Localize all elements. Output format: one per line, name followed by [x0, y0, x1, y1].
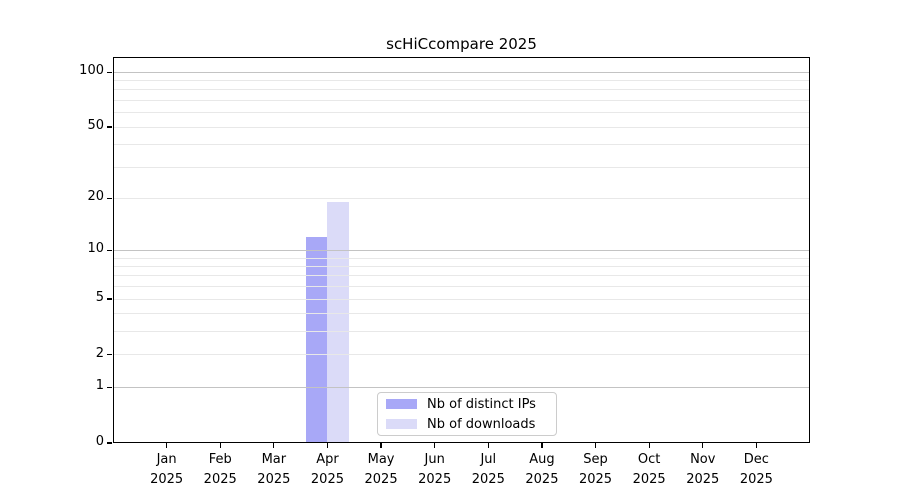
x-tick-year: 2025 [525, 472, 559, 487]
x-tick-month: Oct [637, 452, 661, 467]
x-tick-mark [434, 443, 436, 448]
y-tick-mark [107, 386, 112, 388]
gridline-minor [113, 265, 810, 267]
y-tick-label: 50 [87, 118, 104, 134]
legend: Nb of distinct IPs Nb of downloads [377, 392, 557, 436]
x-tick-mark [594, 443, 597, 448]
x-tick-label: Mar 2025 [242, 450, 306, 490]
x-tick-label: Jun 2025 [403, 450, 467, 490]
x-tick-month: Nov [690, 452, 716, 467]
x-tick-mark [165, 443, 168, 448]
gridline-minor [113, 313, 810, 315]
x-tick-year: 2025 [203, 472, 237, 487]
x-tick-label: Feb 2025 [188, 450, 252, 490]
legend-label-distinct-ips: Nb of distinct IPs [427, 396, 536, 412]
y-tick-label: 1 [95, 378, 104, 394]
x-tick-label: Dec 2025 [724, 450, 788, 490]
x-tick-year: 2025 [471, 472, 505, 487]
gridline-minor [113, 144, 810, 146]
gridline-minor [113, 257, 810, 259]
x-tick-label: May 2025 [349, 450, 413, 490]
legend-item-distinct-ips: Nb of distinct IPs [386, 395, 548, 413]
x-tick-month: Jul [480, 452, 497, 467]
x-tick-month: Aug [529, 452, 555, 467]
gridline-major [113, 71, 810, 73]
x-tick-mark [380, 443, 382, 448]
x-tick-label: Oct 2025 [617, 450, 681, 490]
x-tick-year: 2025 [310, 472, 344, 487]
y-tick-mark [107, 249, 112, 251]
x-tick-mark [541, 443, 543, 448]
y-tick-label: 5 [95, 290, 104, 306]
x-tick-month: Jan [156, 452, 177, 467]
x-tick-mark [755, 443, 758, 448]
legend-swatch-distinct-ips [386, 399, 417, 409]
chart-title: scHiCcompare 2025 [386, 35, 537, 53]
gridline-minor [113, 112, 810, 114]
gridline-major [113, 386, 810, 388]
legend-swatch-downloads [386, 419, 417, 429]
gridline-minor [113, 354, 810, 356]
x-tick-label: Aug 2025 [510, 450, 574, 490]
x-tick-mark [648, 443, 650, 448]
x-tick-month: Apr [316, 452, 339, 467]
y-tick-mark [107, 197, 112, 200]
x-tick-year: 2025 [418, 472, 452, 487]
x-tick-label: Nov 2025 [671, 450, 735, 490]
y-tick-label: 20 [87, 189, 104, 205]
gridline-minor [113, 275, 810, 277]
y-tick-label: 0 [95, 434, 104, 449]
x-tick-month: Feb [208, 452, 232, 467]
y-tick-mark [107, 442, 112, 444]
x-tick-year: 2025 [739, 472, 773, 487]
x-tick-label: Sep 2025 [564, 450, 628, 490]
gridline-minor [113, 89, 810, 91]
legend-label-downloads: Nb of downloads [427, 416, 536, 432]
x-tick-label: Jan 2025 [135, 450, 199, 490]
y-tick-label: 100 [79, 63, 104, 79]
gridline-minor [113, 298, 810, 300]
x-tick-mark [326, 443, 329, 448]
gridline-minor [113, 126, 810, 128]
x-tick-year: 2025 [686, 472, 720, 487]
x-tick-year: 2025 [632, 472, 666, 487]
x-tick-year: 2025 [257, 472, 291, 487]
x-tick-label: Jul 2025 [456, 450, 520, 490]
gridline-minor [113, 331, 810, 333]
y-tick-mark [107, 126, 112, 128]
gridline-minor [113, 80, 810, 82]
x-tick-mark [273, 443, 275, 448]
x-tick-year: 2025 [364, 472, 398, 487]
x-tick-month: Jun [424, 452, 445, 467]
gridline-major [113, 249, 810, 251]
y-tick-label: 10 [87, 241, 104, 257]
y-tick-mark [107, 354, 112, 356]
x-tick-mark [702, 443, 704, 448]
gridline-minor [113, 166, 810, 168]
x-tick-year: 2025 [150, 472, 184, 487]
x-tick-month: Mar [261, 452, 287, 467]
x-tick-mark [487, 443, 489, 448]
gridline-minor [113, 197, 810, 199]
bar-apr-downloads [327, 202, 349, 443]
x-tick-label: Apr 2025 [295, 450, 359, 490]
x-tick-month: May [367, 452, 395, 467]
y-tick-mark [107, 71, 112, 73]
bar-apr-distinct-ips [305, 236, 328, 443]
gridline-minor [113, 286, 810, 288]
x-tick-year: 2025 [578, 472, 613, 487]
gridline-minor [113, 100, 810, 102]
y-tick-label: 2 [95, 345, 104, 361]
x-tick-month: Dec [743, 452, 769, 467]
y-tick-mark [107, 298, 112, 300]
legend-item-downloads: Nb of downloads [386, 415, 548, 433]
x-tick-month: Sep [583, 452, 608, 467]
x-tick-mark [219, 443, 221, 448]
